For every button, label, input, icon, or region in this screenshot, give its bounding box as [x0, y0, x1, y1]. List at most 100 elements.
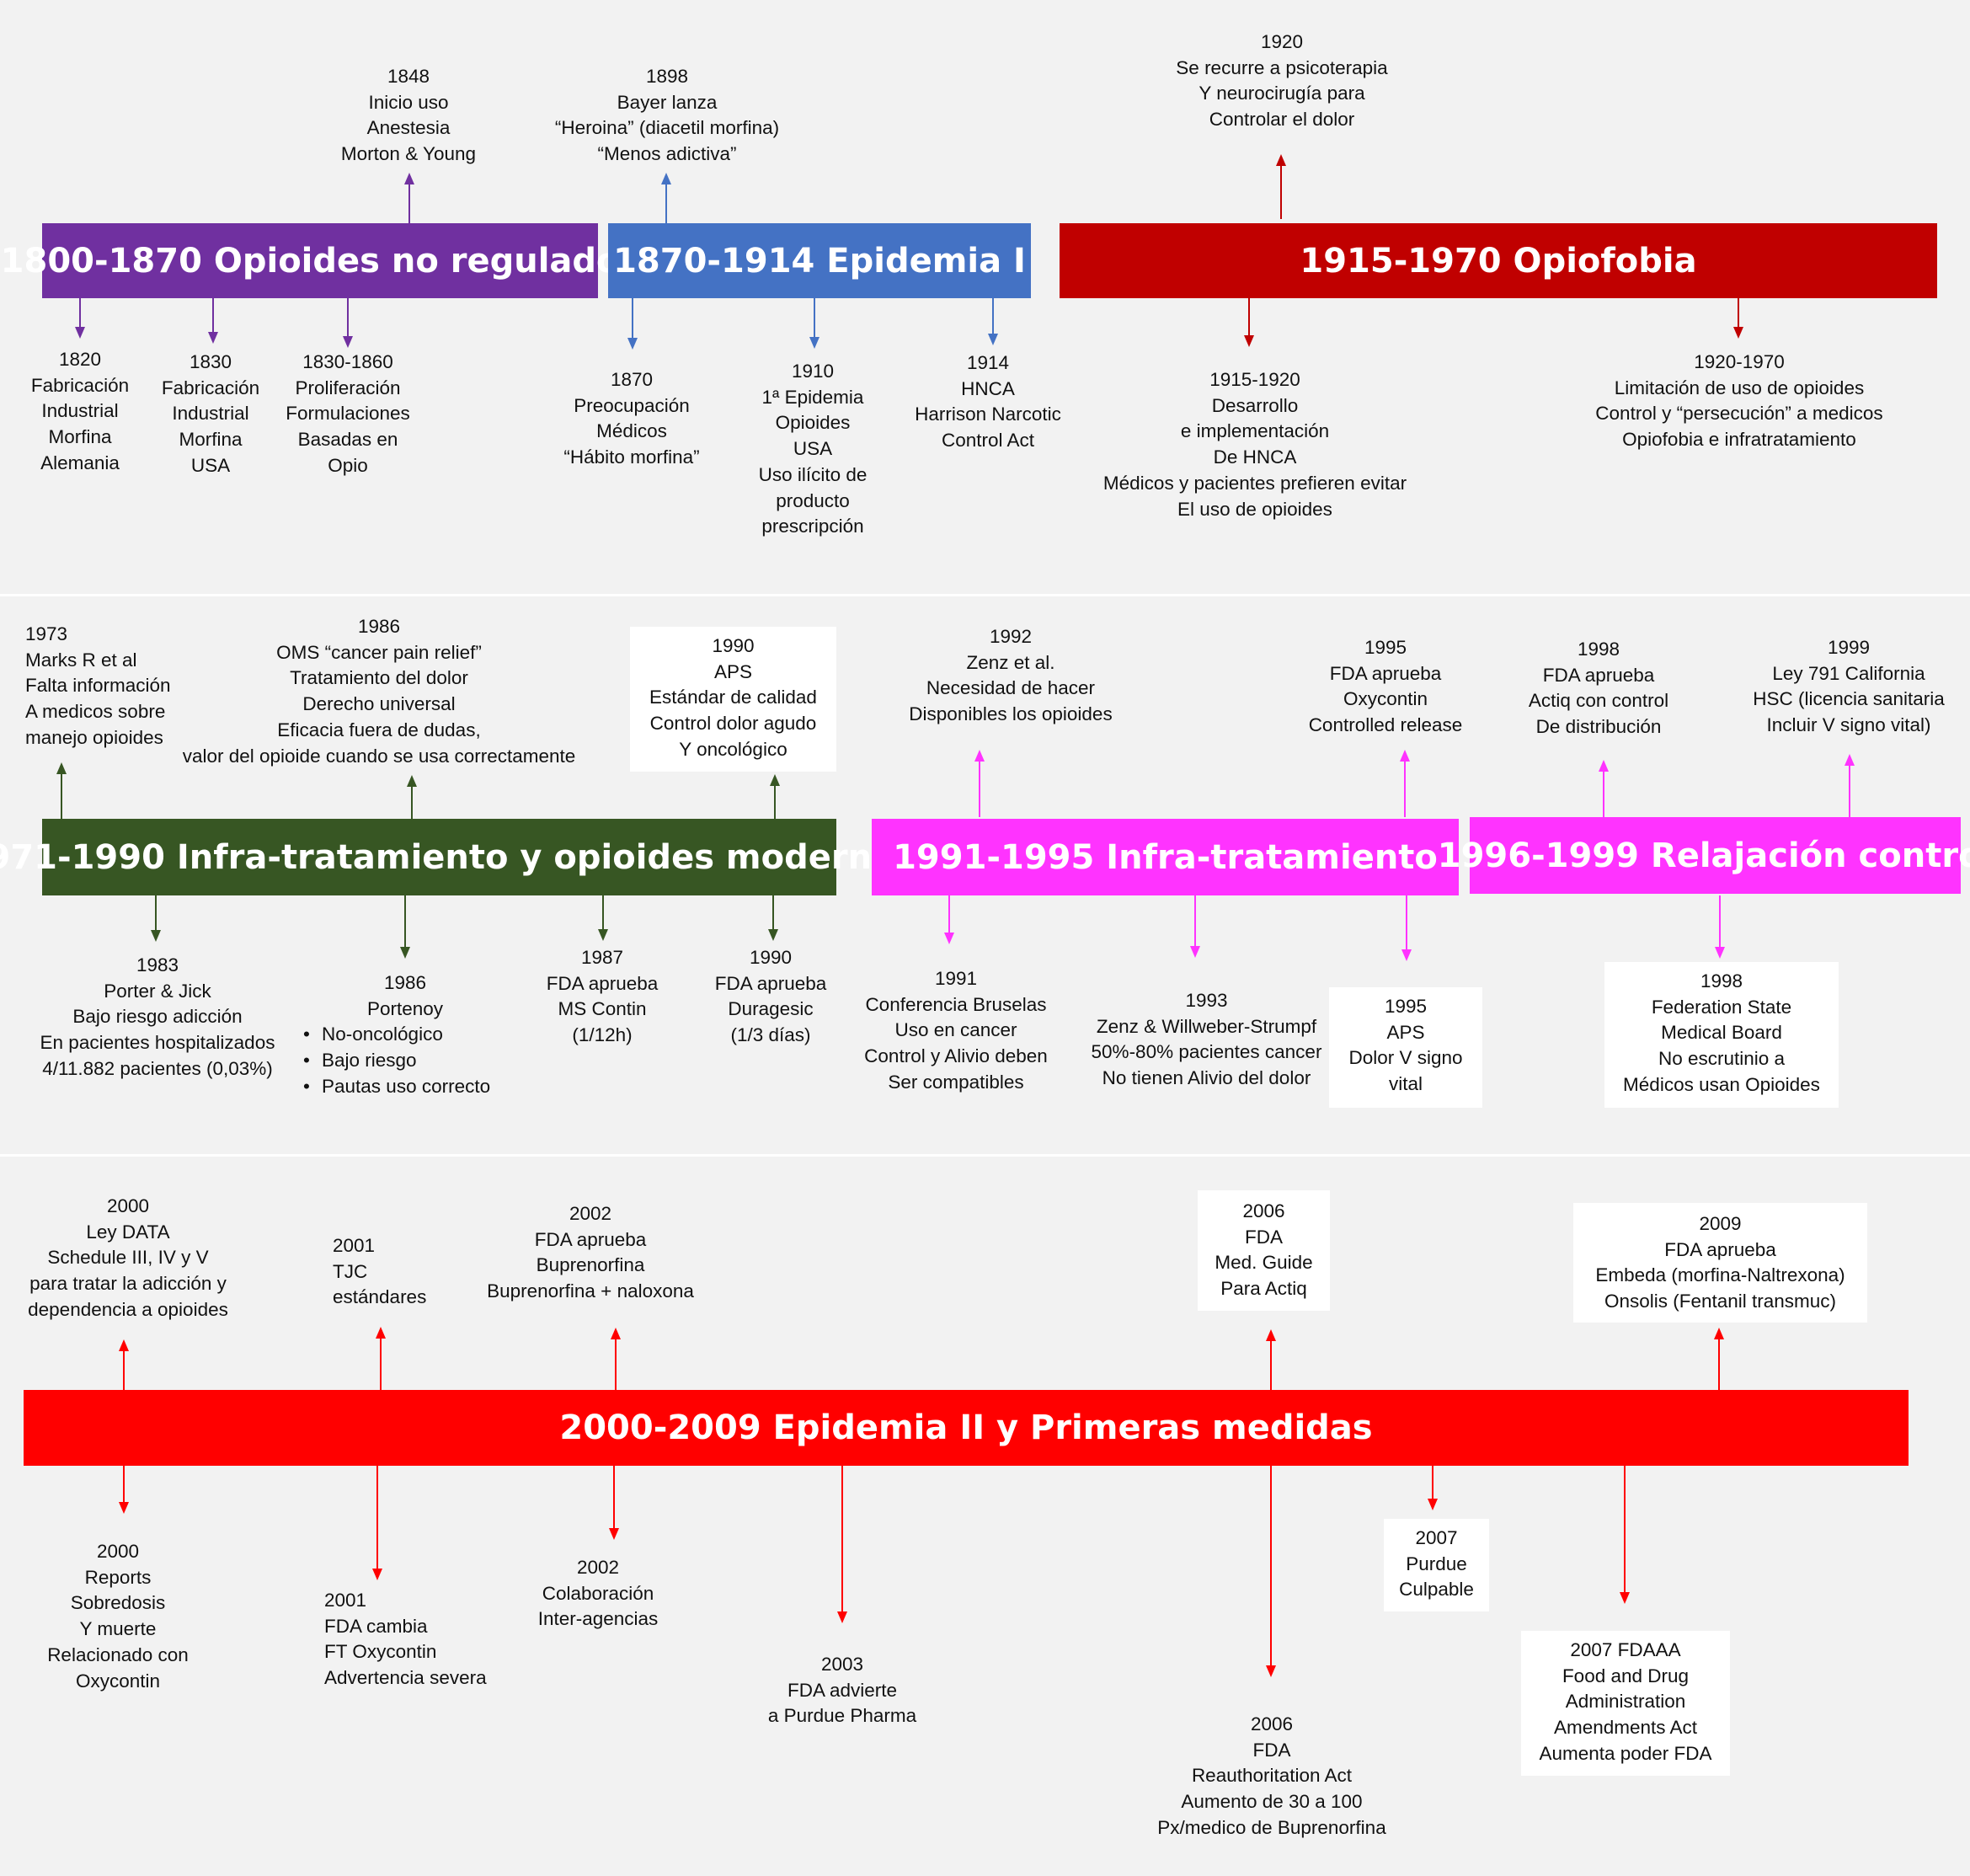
event-1990-aps: 1990 APS Estándar de calidad Control dolor …	[630, 627, 836, 772]
event-1986-oms: 1986 OMS “cancer pain relief” Tratamiento …	[164, 614, 594, 769]
period-bar-1991-1995: 1991-1995 Infra-tratamiento	[872, 819, 1459, 895]
event-text: HNCA	[961, 377, 1015, 399]
event-text: Médicos	[596, 420, 667, 442]
event-1993: 1993 Zenz & Willweber-Strumpf 50%-80% paci…	[1078, 988, 1335, 1092]
event-text: OMS “cancer pain relief”	[276, 641, 482, 663]
connector-arrow	[611, 1328, 621, 1390]
event-year: 2006	[1250, 1713, 1294, 1734]
event-text: FDA aprueba	[1664, 1238, 1776, 1260]
event-text: Controlar el dolor	[1209, 109, 1355, 131]
event-text: No escrutinio a	[1658, 1048, 1786, 1070]
event-year: 1915-1920	[1209, 369, 1300, 390]
bullet-item: Bajo riesgo	[303, 1048, 531, 1074]
event-text: a Purdue Pharma	[767, 1705, 917, 1727]
event-text: Inicio uso	[368, 91, 449, 113]
event-text: Federation State	[1651, 996, 1792, 1018]
event-text: Amendments Act	[1553, 1717, 1698, 1739]
connector-arrow	[208, 298, 218, 344]
event-text: De distribución	[1535, 716, 1662, 738]
event-text: 4/11.882 pacientes (0,03%)	[42, 1057, 273, 1079]
event-text: Se recurre a psicoterapia	[1176, 56, 1388, 78]
event-text: TJC	[333, 1260, 368, 1282]
period-label: 1971-1990 Infra-tratamiento y opioides m…	[0, 837, 916, 877]
event-text: Dolor V signo	[1348, 1047, 1463, 1069]
event-year: 1848	[387, 66, 430, 87]
connector-arrow	[661, 173, 671, 223]
period-bar-1800-1870: 1800-1870 Opioides no regulados	[1, 223, 639, 298]
bullet-item: No-oncológico	[303, 1022, 531, 1048]
event-2006-reauth: 2006 FDA Reauthoritation Act Aumento de 30 …	[1133, 1712, 1411, 1841]
event-2001-ft: 2001 FDA cambia FT Oxycontin Advertencia se…	[324, 1588, 510, 1692]
event-text: Embeda (morfina-Naltrexona)	[1595, 1264, 1845, 1286]
event-year: 2007 FDAAA	[1570, 1639, 1681, 1660]
event-1986-portenoy: 1986 Portenoy No-oncológico Bajo riesgo …	[295, 970, 531, 1100]
event-text: Oxycontin	[1343, 688, 1428, 710]
event-1990-duragesic: 1990 FDA aprueba Duragesic (1/3 días)	[691, 945, 851, 1049]
event-text: Control dolor agudo	[649, 713, 817, 735]
event-text: Marks R et al	[25, 649, 137, 671]
connector-arrow	[119, 1339, 129, 1390]
connector-arrow	[1714, 1328, 1724, 1390]
event-year: 1990	[712, 635, 755, 656]
bullet-item: Pautas uso correcto	[303, 1074, 531, 1100]
event-year: 1920	[1260, 31, 1304, 52]
connector-arrow	[768, 895, 778, 941]
event-text: El uso de opioides	[1177, 498, 1332, 520]
event-text: A medicos sobre	[25, 701, 166, 723]
event-text: Morfina	[179, 429, 243, 451]
event-text: FDA aprueba	[1542, 664, 1655, 686]
event-1914: 1914 HNCA Harrison Narcotic Control Act	[900, 350, 1076, 454]
period-bar-1915-1970: 1915-1970 Opiofobia	[1060, 223, 1937, 298]
event-text: Y oncológico	[679, 738, 787, 760]
event-text: Harrison Narcotic	[915, 404, 1061, 425]
event-text: Buprenorfina + naloxona	[487, 1280, 694, 1302]
event-2000-data: 2000 Ley DATA Schedule III, IV y V para tra…	[10, 1194, 246, 1323]
event-text: Anestesia	[366, 117, 451, 139]
event-1910: 1910 1ª Epidemia Opioides USA Uso ilícito de…	[737, 359, 889, 540]
event-text: Medical Board	[1661, 1022, 1782, 1044]
event-text: Purdue	[1406, 1553, 1467, 1574]
event-text: prescripción	[761, 516, 864, 537]
event-year: 1991	[934, 968, 978, 989]
event-text: Duragesic	[728, 998, 814, 1020]
section-divider	[0, 1154, 1970, 1157]
event-1998-fda: 1998 FDA aprueba Actiq con control De distr…	[1499, 637, 1698, 740]
connector-arrow	[944, 895, 954, 944]
event-1830: 1830 Fabricación Industrial Morfina USA	[152, 350, 270, 479]
event-text: Zenz & Willweber-Strumpf	[1096, 1015, 1317, 1037]
event-text: Proliferación	[295, 377, 401, 398]
event-text: manejo opioides	[25, 726, 163, 748]
event-2007-purdue: 2007 Purdue Culpable	[1384, 1519, 1489, 1611]
event-1987: 1987 FDA aprueba MS Contin (1/12h)	[522, 945, 682, 1049]
event-text: Uso en cancer	[894, 1019, 1017, 1041]
period-label: 1870-1914 Epidemia I	[613, 241, 1026, 281]
event-text: Administration	[1565, 1691, 1686, 1713]
event-year: 2000	[96, 1541, 140, 1562]
event-text: Falta información	[25, 675, 171, 697]
event-text: FDA cambia	[324, 1615, 428, 1637]
event-text: para tratar la adicción y	[29, 1273, 227, 1295]
event-year: 1920-1970	[1694, 351, 1785, 372]
event-text: Tratamiento del dolor	[290, 667, 468, 689]
event-text: Aumento de 30 a 100	[1181, 1791, 1363, 1813]
event-text: dependencia a opioides	[28, 1298, 228, 1320]
event-year: 1998	[1700, 970, 1743, 991]
event-text: Opio	[328, 454, 368, 476]
event-text: Ley 791 California	[1772, 662, 1925, 684]
event-text: Y muerte	[79, 1618, 157, 1640]
event-text: Fabricación	[30, 374, 130, 396]
event-text: Disponibles los opioides	[909, 703, 1113, 725]
event-text: FDA aprueba	[714, 972, 827, 994]
period-label: 1991-1995 Infra-tratamiento	[893, 837, 1438, 877]
event-text: Uso ilícito de	[758, 463, 868, 485]
connector-arrow	[609, 1466, 619, 1540]
event-text: APS	[1386, 1021, 1425, 1043]
event-2000-reports: 2000 Reports Sobredosis Y muerte Relacionado…	[34, 1539, 202, 1694]
event-text: Bayer lanza	[617, 91, 718, 113]
event-year: 1830	[189, 351, 232, 372]
connector-arrow	[627, 298, 638, 350]
event-text: Ser compatibles	[888, 1071, 1024, 1093]
event-year: 1986	[357, 616, 401, 637]
event-text: USA	[190, 454, 231, 476]
event-text: Ley DATA	[86, 1221, 170, 1243]
